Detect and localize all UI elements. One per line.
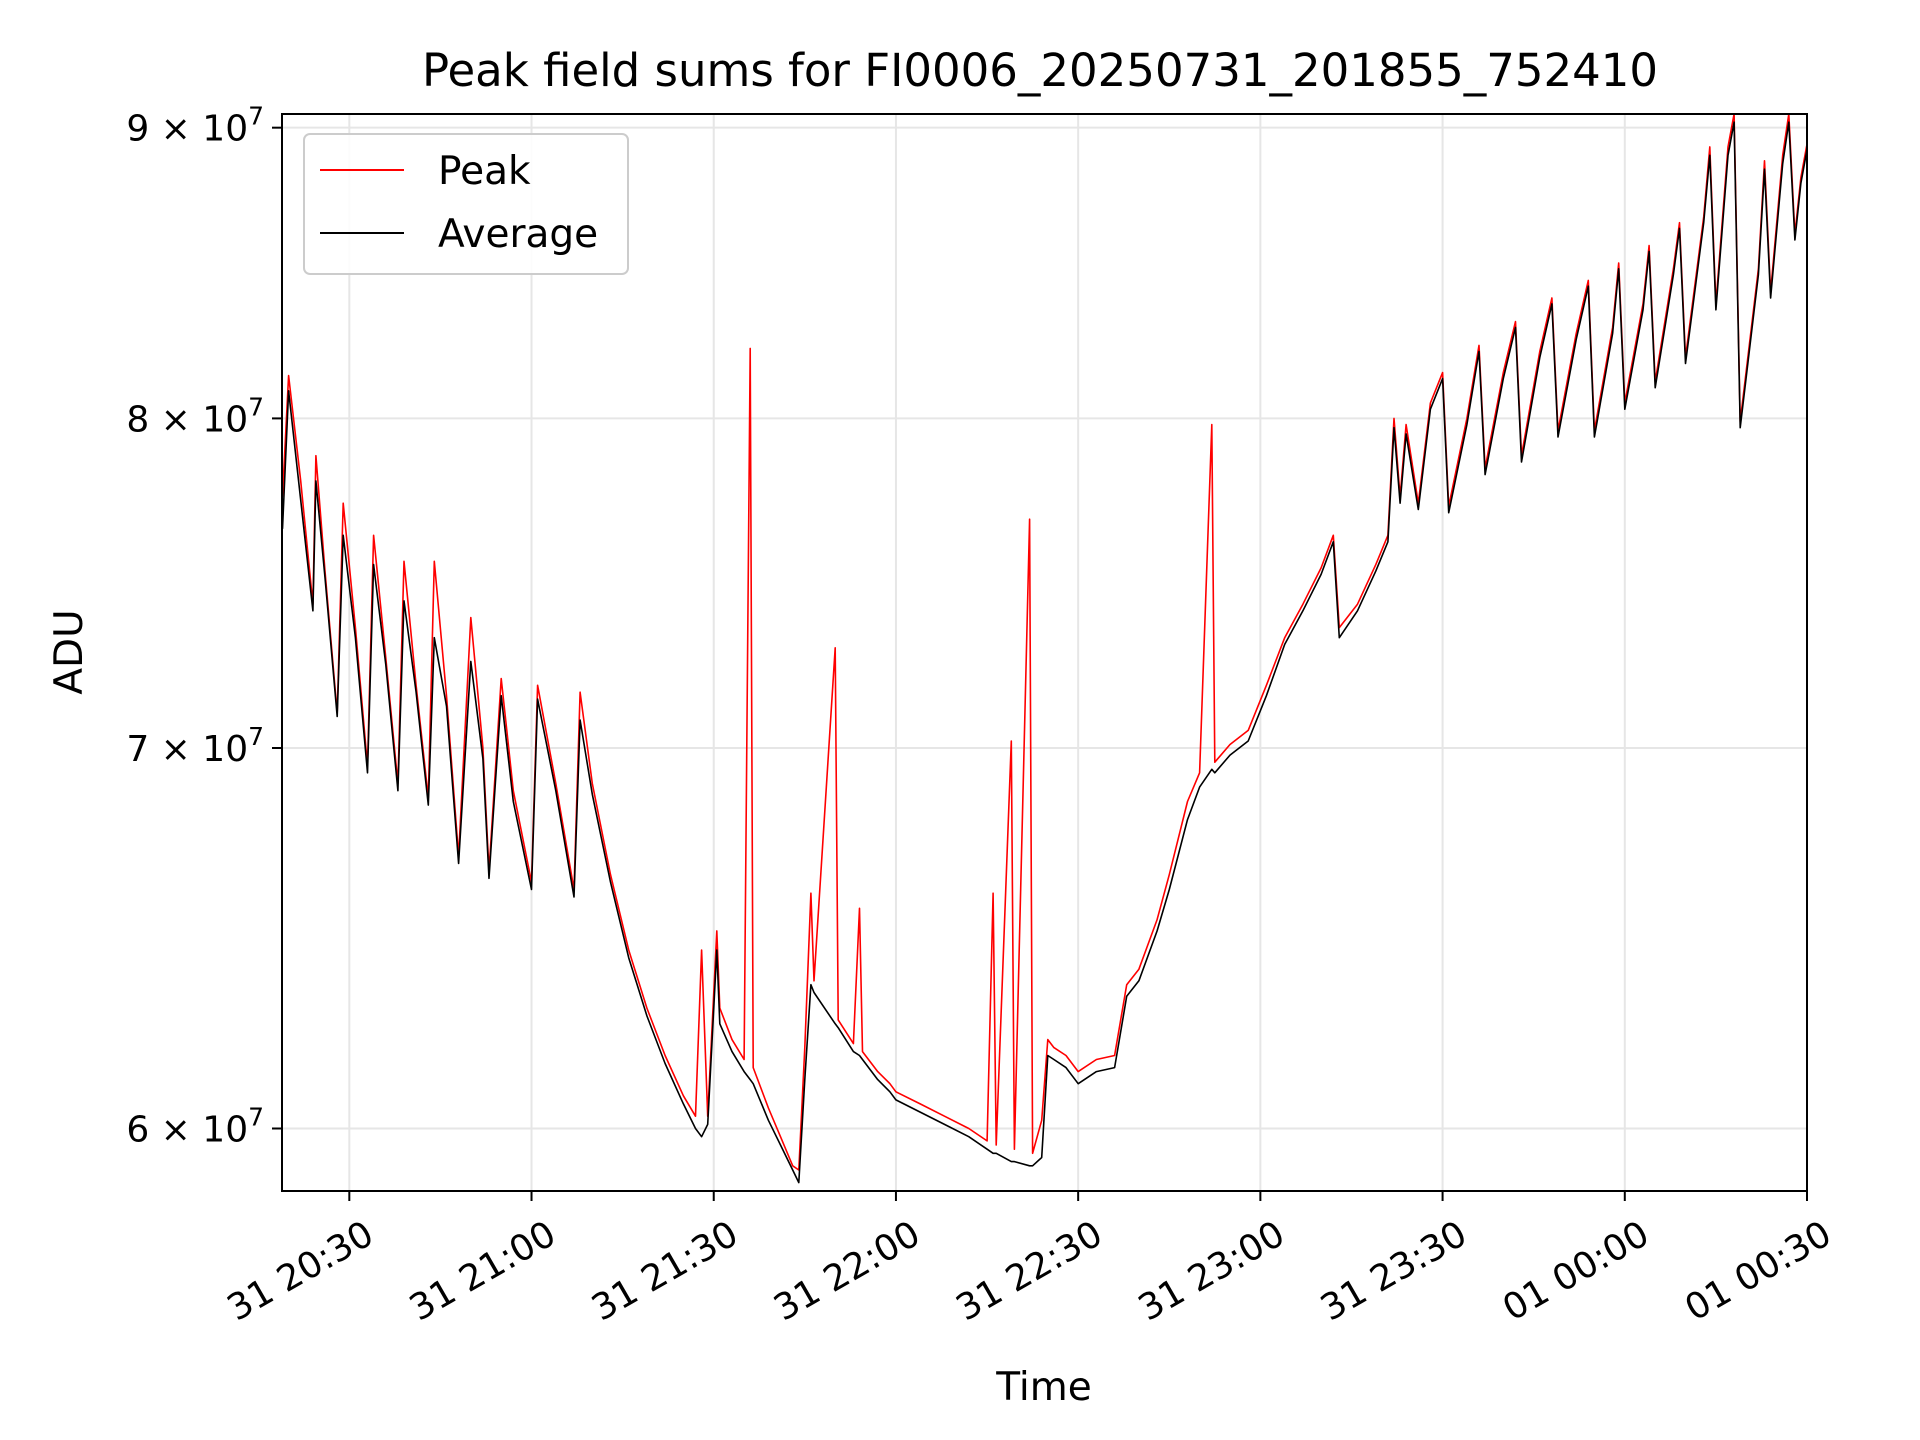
legend-label-average: Average (438, 212, 598, 257)
legend: Peak Average (303, 133, 629, 275)
series-line-average (281, 121, 1808, 1184)
y-tick-label: 7 × 107 (126, 722, 264, 770)
chart-title: Peak field sums for FI0006_20250731_2018… (422, 44, 1658, 97)
x-axis-label: Time (995, 1365, 1091, 1410)
y-tick-label: 6 × 107 (126, 1103, 264, 1151)
series-layer (281, 113, 1808, 1184)
y-tick-label: 9 × 107 (126, 102, 264, 150)
legend-label-peak: Peak (438, 149, 531, 194)
y-axis-ticks: 6 × 107 7 × 107 8 × 107 9 × 107 (126, 102, 282, 1151)
plot-frame (281, 113, 1808, 1192)
y-axis-label: ADU (47, 609, 92, 694)
y-tick-label: 8 × 107 (126, 392, 264, 440)
series-line-peak (281, 113, 1808, 1171)
